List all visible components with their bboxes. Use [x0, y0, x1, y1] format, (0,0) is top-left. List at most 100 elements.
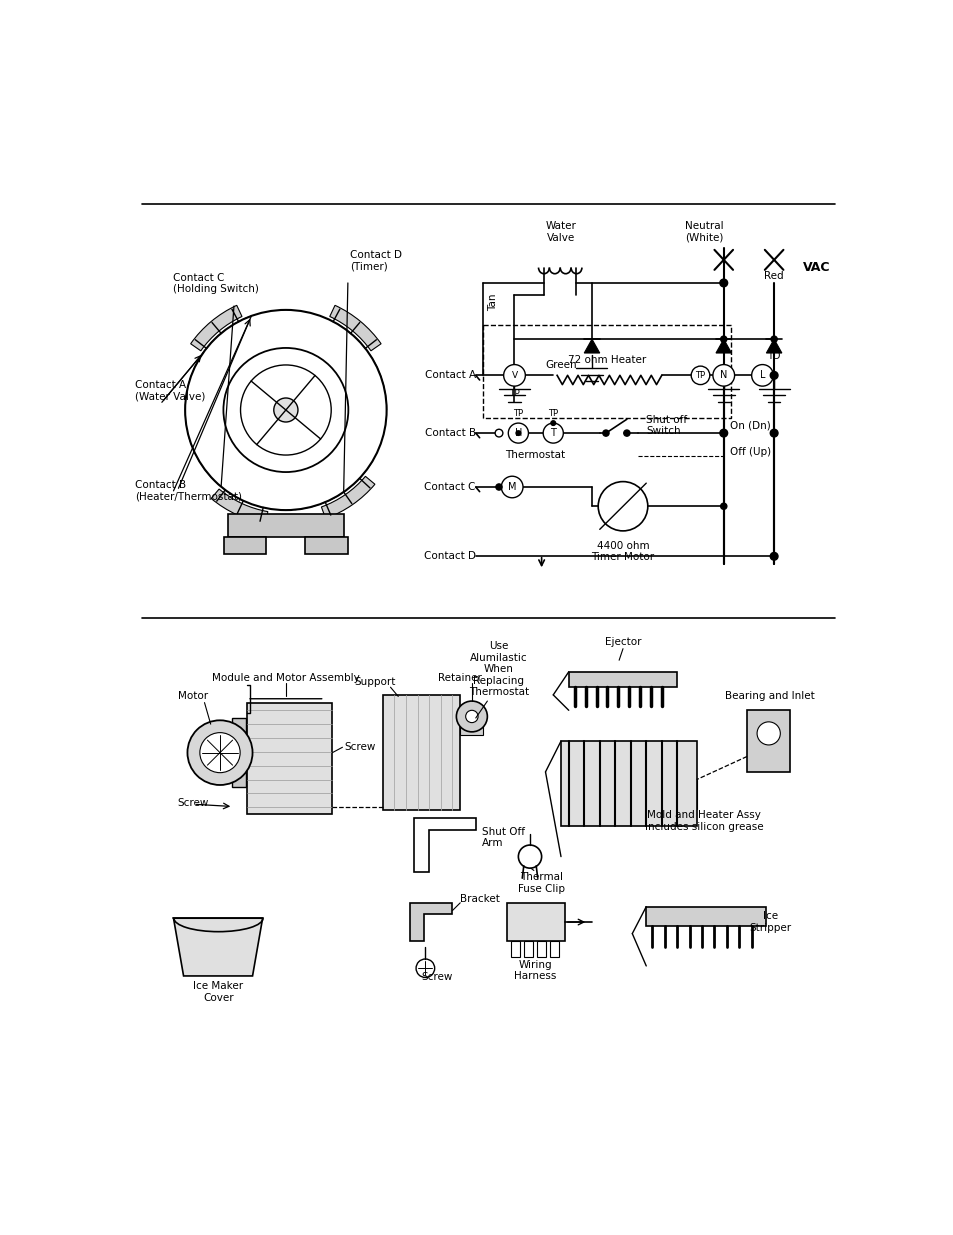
Text: 4400 ohm
Timer Motor: 4400 ohm Timer Motor	[591, 541, 654, 562]
Wedge shape	[191, 305, 242, 351]
Circle shape	[720, 279, 727, 287]
Text: Contact B
(Heater/Thermostat): Contact B (Heater/Thermostat)	[134, 480, 241, 501]
Circle shape	[416, 960, 435, 977]
Circle shape	[187, 720, 253, 785]
Bar	[510, 941, 519, 957]
Text: VAC: VAC	[802, 261, 830, 274]
Bar	[305, 537, 348, 555]
Text: V: V	[511, 370, 517, 380]
Text: H: H	[515, 429, 521, 438]
Text: TD: TD	[766, 352, 781, 362]
Bar	[645, 906, 765, 926]
Text: 72 ohm Heater: 72 ohm Heater	[568, 354, 646, 364]
Circle shape	[223, 348, 348, 472]
Text: M: M	[507, 482, 516, 492]
Circle shape	[769, 552, 778, 561]
Text: L: L	[759, 370, 764, 380]
Circle shape	[720, 336, 726, 342]
Text: Off (Up): Off (Up)	[729, 447, 770, 457]
Text: Red: Red	[763, 272, 783, 282]
Text: TP: TP	[548, 409, 558, 417]
Bar	[228, 514, 344, 537]
Circle shape	[712, 364, 734, 387]
Wedge shape	[321, 477, 375, 519]
Circle shape	[517, 845, 541, 868]
Text: Ice
Stripper: Ice Stripper	[748, 911, 790, 932]
Text: Wiring
Harness: Wiring Harness	[514, 960, 556, 982]
Polygon shape	[765, 340, 781, 353]
Polygon shape	[716, 340, 731, 353]
Circle shape	[503, 364, 525, 387]
Wedge shape	[330, 305, 380, 351]
Wedge shape	[291, 441, 373, 510]
Circle shape	[496, 484, 501, 490]
Bar	[537, 941, 546, 957]
Text: Shut off
Switch: Shut off Switch	[645, 415, 687, 436]
Wedge shape	[316, 324, 386, 410]
Bar	[506, 903, 564, 941]
Text: Contact C: Contact C	[424, 482, 476, 492]
Text: Bearing and Inlet: Bearing and Inlet	[724, 692, 814, 701]
Circle shape	[274, 398, 297, 422]
Polygon shape	[414, 818, 476, 872]
Text: Screw: Screw	[421, 972, 453, 982]
Wedge shape	[189, 316, 264, 394]
Bar	[560, 741, 696, 826]
Text: Neutral
(White): Neutral (White)	[684, 221, 723, 243]
Circle shape	[465, 710, 477, 722]
Circle shape	[199, 732, 240, 773]
Wedge shape	[189, 426, 259, 500]
Text: Tan: Tan	[487, 294, 497, 311]
Wedge shape	[211, 489, 268, 524]
Text: Motor: Motor	[177, 692, 208, 701]
Circle shape	[769, 430, 778, 437]
Text: Mold and Heater Assy
includes silicon grease: Mold and Heater Assy includes silicon gr…	[644, 810, 763, 832]
Bar	[523, 941, 533, 957]
Circle shape	[500, 477, 522, 498]
Bar	[247, 703, 332, 814]
Text: On (Dn): On (Dn)	[729, 420, 770, 431]
Circle shape	[757, 721, 780, 745]
Circle shape	[240, 366, 331, 454]
Bar	[746, 710, 789, 772]
Bar	[550, 941, 558, 957]
Text: Screw: Screw	[344, 742, 375, 752]
Text: T: T	[550, 429, 556, 438]
Text: Green: Green	[544, 361, 577, 370]
Text: Screw: Screw	[177, 798, 209, 808]
Bar	[224, 537, 266, 555]
Bar	[232, 718, 245, 787]
Text: Module and Motor Assembly: Module and Motor Assembly	[212, 673, 359, 683]
Text: Retainer: Retainer	[437, 673, 481, 683]
Circle shape	[769, 372, 778, 379]
Circle shape	[691, 366, 709, 384]
Text: Contact D
(Timer): Contact D (Timer)	[350, 249, 402, 272]
Text: Use
Alumilastic
When
Replacing
Thermostat: Use Alumilastic When Replacing Thermosta…	[469, 641, 529, 698]
Bar	[483, 325, 731, 417]
Text: Shut Off
Arm: Shut Off Arm	[481, 826, 524, 848]
Text: Thermal
Fuse Clip: Thermal Fuse Clip	[517, 872, 564, 894]
Polygon shape	[410, 903, 452, 941]
Circle shape	[508, 424, 528, 443]
Bar	[568, 672, 677, 687]
Text: Contact C
(Holding Switch): Contact C (Holding Switch)	[173, 273, 259, 294]
Text: Water
Valve: Water Valve	[545, 221, 576, 243]
Polygon shape	[583, 340, 599, 353]
Text: Ice Maker
Cover: Ice Maker Cover	[193, 982, 243, 1003]
Circle shape	[720, 430, 727, 437]
Circle shape	[550, 421, 555, 425]
Text: TP: TP	[509, 389, 519, 398]
Circle shape	[516, 431, 520, 436]
Circle shape	[598, 482, 647, 531]
Text: Contact A
(Water Valve): Contact A (Water Valve)	[134, 380, 205, 401]
Bar	[382, 695, 459, 810]
Polygon shape	[173, 918, 262, 976]
Text: Bracket: Bracket	[459, 894, 499, 904]
Circle shape	[602, 430, 608, 436]
Text: Contact B: Contact B	[424, 429, 476, 438]
Text: N: N	[720, 370, 727, 380]
Circle shape	[623, 430, 629, 436]
Circle shape	[751, 364, 773, 387]
Circle shape	[770, 336, 777, 342]
Bar	[459, 726, 483, 735]
